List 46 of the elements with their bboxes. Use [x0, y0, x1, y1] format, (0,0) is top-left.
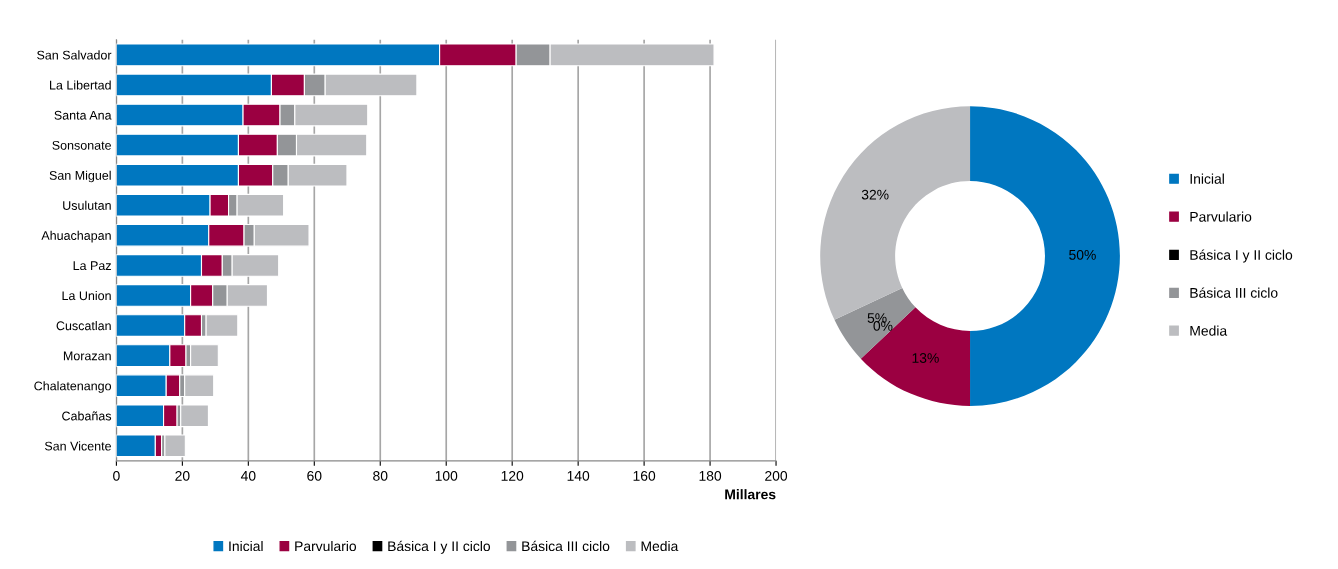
y-tick-label: Santa Ana [54, 110, 112, 120]
legend-label: Básica I y II ciclo [1190, 249, 1293, 263]
y-tick-label: Cuscatlan [56, 321, 111, 331]
bar [164, 434, 186, 458]
y-tick-label: San Vicente [44, 441, 111, 451]
bar [180, 404, 209, 428]
donut-slice [970, 106, 1120, 406]
x-tick-label: 200 [765, 470, 788, 481]
legend-label: Básica I y II ciclo [388, 540, 491, 554]
y-tick-label: La Libertad [50, 80, 111, 90]
y-tick-label: Cabañas [62, 411, 112, 421]
donut-slice [860, 307, 971, 406]
x-tick-label: 60 [307, 470, 322, 481]
data-label: 13% [912, 353, 939, 363]
x-tick-label: 80 [373, 470, 388, 481]
legend-label: Media [641, 540, 679, 552]
y-tick-label: Chalatenango [34, 381, 112, 393]
x-tick-label: 180 [699, 470, 722, 481]
legend-label: Básica III ciclo [522, 540, 610, 552]
x-tick-label: 140 [567, 470, 590, 481]
legend-label: Parvulario [1190, 211, 1252, 222]
y-tick-label: La Paz [73, 261, 111, 271]
legend-label: Media [1190, 325, 1228, 336]
y-tick-label: San Miguel [49, 170, 111, 183]
x-axis-title: Millares [725, 489, 776, 500]
text: 0% [873, 320, 893, 331]
x-tick-label: 160 [633, 470, 656, 481]
y-tick-label: Morazan [63, 351, 111, 361]
y-tick-label: Usulutan [63, 200, 111, 210]
data-label: 32% [861, 189, 889, 200]
bar [205, 314, 239, 337]
legend-label: Básica III ciclo [1190, 287, 1278, 298]
data-label: 50% [1069, 249, 1096, 260]
data-label: 5% [867, 313, 887, 323]
y-tick-label: Ahuachapan [41, 230, 111, 243]
x-tick-label: 120 [501, 470, 524, 481]
x-tick-label: 0 [113, 470, 120, 481]
legend-label: Inicial [229, 540, 263, 552]
x-tick-label: 100 [435, 470, 458, 481]
legend-label: Parvulario [295, 540, 357, 552]
y-tick-label: Sonsonate [52, 140, 111, 150]
legend-label: Inicial [1190, 173, 1224, 184]
y-tick-label: La Union [62, 290, 111, 301]
y-tick-label: San Salvador [37, 50, 112, 60]
x-tick-label: 20 [175, 470, 190, 481]
x-tick-label: 40 [240, 470, 256, 481]
